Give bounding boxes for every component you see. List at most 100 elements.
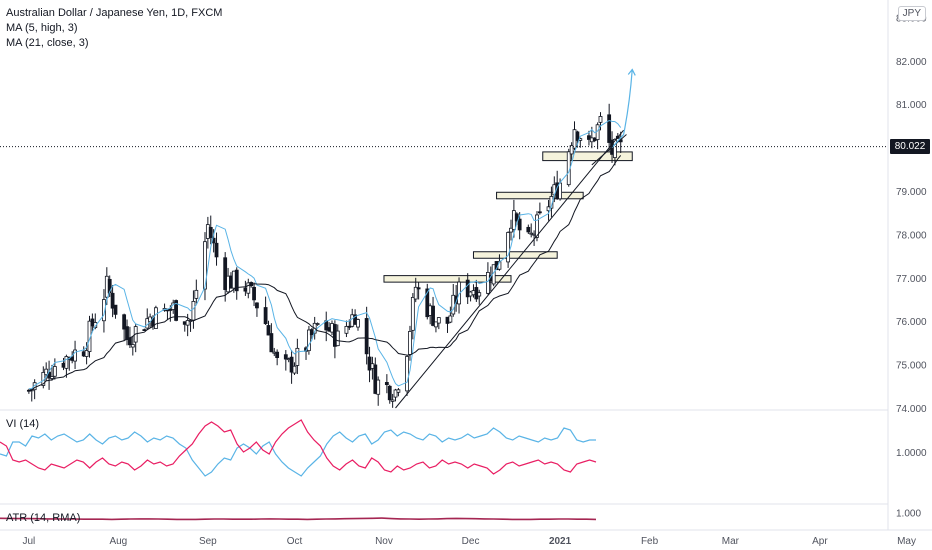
candle-body — [246, 282, 251, 294]
time-tick-label: Oct — [287, 536, 303, 547]
candle-body — [506, 232, 511, 263]
candle-body — [191, 301, 196, 321]
time-tick-label: May — [897, 536, 916, 547]
candle-body — [315, 323, 320, 325]
candle-body — [252, 286, 256, 301]
candle-body — [64, 356, 69, 369]
support-zone — [542, 151, 633, 162]
ma-fast-line — [28, 119, 622, 390]
candle-body — [275, 351, 280, 359]
candle-body — [50, 376, 54, 379]
atr-pane: 1.000 — [0, 508, 921, 521]
atr-tick-label: 1.000 — [896, 508, 921, 519]
candle-body — [344, 326, 349, 334]
price-tick-label: 77.000 — [896, 274, 927, 285]
ma-slow-line — [28, 155, 622, 392]
candle-body — [214, 242, 219, 258]
support-zone — [383, 275, 512, 283]
candle-body — [194, 289, 199, 299]
candle-body — [73, 349, 77, 362]
time-tick-label: 2021 — [549, 536, 572, 547]
vi-minus-line — [0, 419, 597, 475]
candle-body — [32, 382, 37, 391]
candle-body — [295, 347, 300, 366]
candle-body — [347, 325, 352, 328]
candle-body — [125, 326, 129, 340]
candle-body — [598, 116, 603, 123]
price-tick-label: 74.000 — [896, 404, 927, 415]
last-price-tag: 80.022 — [890, 139, 930, 155]
candle-body — [514, 213, 519, 222]
support-zone — [472, 251, 558, 259]
candle-body — [529, 232, 534, 235]
currency-badge[interactable]: JPY — [897, 6, 926, 21]
time-tick-label: Jul — [22, 536, 35, 547]
support-zone — [496, 191, 584, 200]
candle-body — [266, 325, 271, 336]
projection-arrowhead — [627, 68, 636, 76]
candle-body — [110, 292, 115, 309]
candle-body — [223, 257, 228, 290]
candle-body — [122, 314, 127, 330]
projection-path — [611, 69, 633, 148]
candle-body — [203, 241, 207, 290]
candle-body — [425, 288, 430, 318]
candle-body — [416, 287, 421, 290]
price-tick-label: 75.000 — [896, 361, 927, 372]
price-axis[interactable]: 74.00075.00076.00077.00078.00079.00080.0… — [896, 13, 927, 415]
candle-body — [376, 379, 381, 395]
vi-pane: 1.0000 — [0, 419, 927, 477]
candle-body — [465, 279, 470, 298]
candle-body — [408, 331, 412, 355]
candle-body — [373, 364, 378, 394]
time-tick-label: Nov — [375, 536, 393, 547]
candle-body — [393, 389, 398, 398]
atr-line — [0, 517, 597, 521]
vi-pane-title: VI (14) — [6, 418, 40, 430]
candle-body — [292, 365, 297, 374]
candle-body — [384, 382, 389, 386]
candle-body — [102, 299, 106, 322]
candle-body — [558, 182, 562, 200]
time-tick-label: Sep — [199, 536, 217, 547]
candle-body — [255, 302, 259, 309]
candle-body — [396, 389, 401, 393]
candle-body — [84, 350, 89, 357]
candle-body — [142, 329, 147, 331]
candle-body — [153, 307, 158, 329]
candle-body — [113, 304, 118, 315]
candle-body — [188, 320, 193, 322]
candle-body — [390, 399, 395, 402]
candle-body — [410, 296, 415, 331]
time-tick-label: Aug — [109, 536, 127, 547]
trendline — [591, 134, 627, 166]
candle-body — [434, 321, 438, 328]
trendline — [395, 129, 624, 409]
atr-pane-title: ATR (14, RMA) — [6, 512, 81, 524]
time-tick-label: Apr — [812, 536, 828, 547]
price-tick-label: 82.000 — [896, 57, 927, 68]
candle-body — [613, 138, 617, 159]
candle-body — [52, 366, 57, 377]
price-tick-label: 76.000 — [896, 317, 927, 328]
time-axis[interactable]: Jul Aug Sep Oct Nov Dec 2021 Feb Mar Apr May — [22, 536, 915, 547]
candle-body — [269, 333, 274, 353]
candle-body — [364, 318, 369, 355]
price-tick-label: 81.000 — [896, 100, 927, 111]
candle-body — [477, 292, 482, 297]
candle-body — [436, 317, 441, 324]
pane-dividers — [0, 0, 932, 531]
price-tick-label: 78.000 — [896, 230, 927, 241]
support-zones — [383, 151, 633, 283]
price-tick-label: 79.000 — [896, 187, 927, 198]
candle-body — [208, 226, 213, 238]
candle-body — [448, 315, 453, 323]
candle-body — [569, 145, 574, 155]
candle-body — [431, 305, 435, 326]
candle-body — [535, 214, 539, 238]
candle-body — [283, 354, 288, 360]
candle-body — [413, 286, 418, 300]
time-tick-label: Dec — [462, 536, 480, 547]
candle-body — [575, 131, 580, 141]
